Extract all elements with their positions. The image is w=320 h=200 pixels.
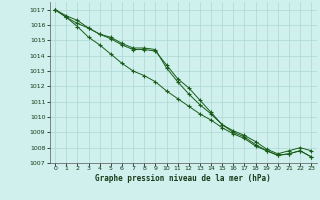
X-axis label: Graphe pression niveau de la mer (hPa): Graphe pression niveau de la mer (hPa) [95,174,271,183]
